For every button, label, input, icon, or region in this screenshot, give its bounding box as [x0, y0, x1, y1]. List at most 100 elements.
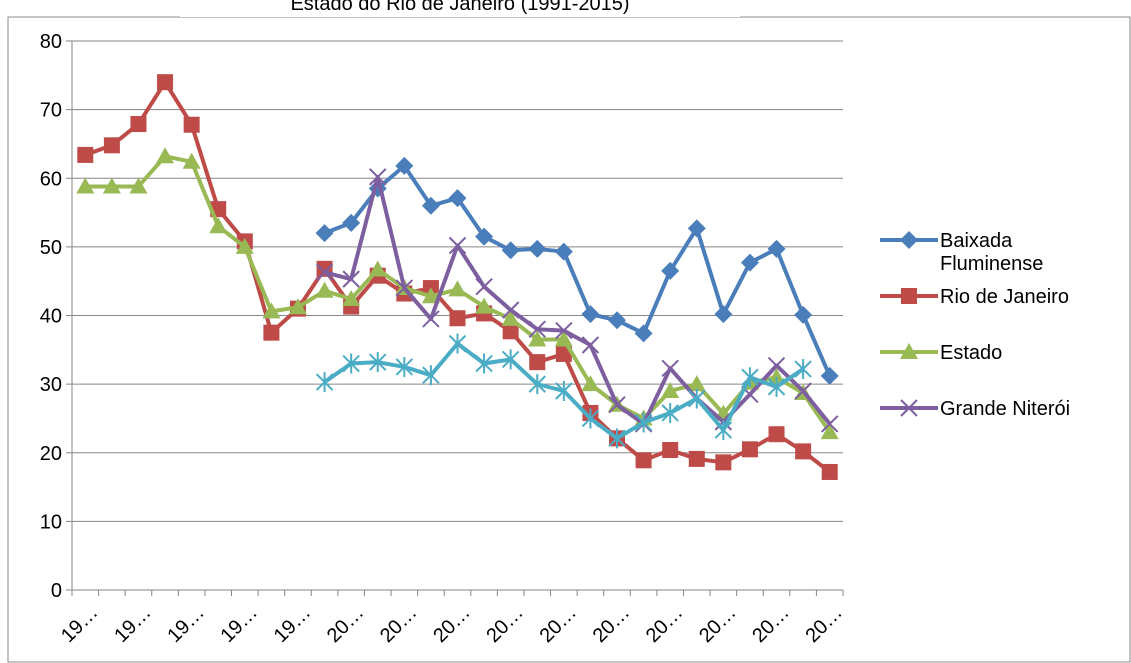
- marker: [502, 323, 519, 340]
- marker: [821, 463, 838, 480]
- x-tick-label: 19…: [110, 602, 155, 647]
- y-tick-label: 30: [40, 374, 62, 396]
- marker: [183, 116, 200, 133]
- marker: [156, 147, 175, 164]
- marker: [688, 388, 706, 409]
- marker: [448, 280, 467, 297]
- marker: [608, 396, 626, 414]
- marker: [741, 367, 759, 388]
- x-tick-label: 20…: [376, 602, 421, 647]
- marker: [262, 302, 281, 319]
- marker: [714, 305, 733, 324]
- marker: [794, 305, 813, 324]
- series-line: [84, 80, 831, 474]
- marker: [395, 279, 414, 297]
- marker: [661, 261, 680, 280]
- marker: [102, 177, 121, 194]
- marker: [581, 375, 600, 392]
- x-tick-label: 20…: [429, 602, 474, 647]
- marker: [740, 253, 759, 272]
- x-tick-label: 20…: [748, 602, 793, 647]
- marker: [688, 450, 705, 467]
- marker: [581, 336, 600, 354]
- marker: [475, 227, 494, 246]
- marker: [342, 270, 360, 288]
- marker: [129, 177, 148, 194]
- marker: [342, 353, 360, 374]
- y-tick-label: 50: [40, 237, 62, 259]
- y-tick-label: 10: [40, 511, 62, 533]
- marker: [767, 356, 786, 375]
- legend-label: Grande Niterói: [940, 398, 1070, 420]
- marker: [209, 217, 228, 234]
- marker: [661, 359, 679, 378]
- marker: [768, 426, 785, 443]
- marker: [529, 354, 546, 371]
- y-tick-label: 80: [40, 31, 62, 53]
- marker: [421, 196, 440, 215]
- y-tick-label: 20: [40, 443, 62, 465]
- chart-frame: [7, 16, 1131, 663]
- marker: [342, 290, 361, 307]
- marker: [421, 287, 440, 304]
- x-tick-label: 20…: [536, 602, 581, 647]
- marker: [528, 320, 546, 338]
- legend-item: Baixada Fluminense: [880, 230, 1043, 275]
- marker: [182, 152, 201, 169]
- series-line: [323, 163, 832, 377]
- marker: [662, 442, 679, 459]
- marker: [288, 298, 307, 315]
- marker: [714, 420, 733, 441]
- marker: [795, 443, 812, 460]
- marker: [794, 382, 812, 400]
- marker: [130, 116, 147, 133]
- marker: [368, 260, 387, 277]
- x-tick-label: 19…: [163, 602, 208, 647]
- marker: [501, 309, 520, 326]
- legend-item: Grande Niterói: [880, 398, 1070, 420]
- marker: [103, 137, 120, 154]
- marker: [342, 213, 361, 232]
- marker: [900, 343, 918, 359]
- marker: [448, 236, 467, 255]
- marker: [767, 368, 786, 385]
- y-tick-label: 0: [51, 580, 62, 602]
- marker: [661, 402, 679, 423]
- marker: [235, 237, 254, 254]
- marker: [820, 415, 839, 433]
- marker: [554, 242, 573, 261]
- marker: [794, 359, 812, 380]
- marker: [820, 423, 839, 440]
- marker: [634, 324, 653, 343]
- marker: [475, 353, 493, 374]
- legend-item: Rio de Janeiro: [880, 286, 1069, 308]
- marker: [767, 239, 786, 258]
- marker: [475, 277, 493, 296]
- x-tick-label: 20…: [323, 602, 368, 647]
- legend-label: Estado: [940, 342, 1002, 364]
- marker: [635, 452, 652, 469]
- marker: [422, 310, 440, 328]
- marker: [501, 301, 520, 319]
- marker: [820, 366, 839, 385]
- marker: [77, 146, 94, 163]
- marker: [634, 412, 653, 433]
- x-tick-label: 20…: [801, 602, 846, 647]
- marker: [581, 305, 600, 324]
- legend-label: Rio de Janeiro: [940, 286, 1069, 308]
- marker: [528, 239, 547, 258]
- marker: [900, 231, 918, 249]
- marker: [687, 375, 706, 392]
- marker: [263, 324, 280, 341]
- marker: [395, 356, 414, 377]
- marker: [448, 333, 467, 354]
- marker: [767, 376, 786, 397]
- marker: [900, 399, 918, 417]
- marker: [76, 177, 95, 194]
- marker: [901, 288, 917, 304]
- x-tick-label: 19…: [217, 602, 262, 647]
- marker: [315, 281, 334, 298]
- marker: [554, 330, 573, 347]
